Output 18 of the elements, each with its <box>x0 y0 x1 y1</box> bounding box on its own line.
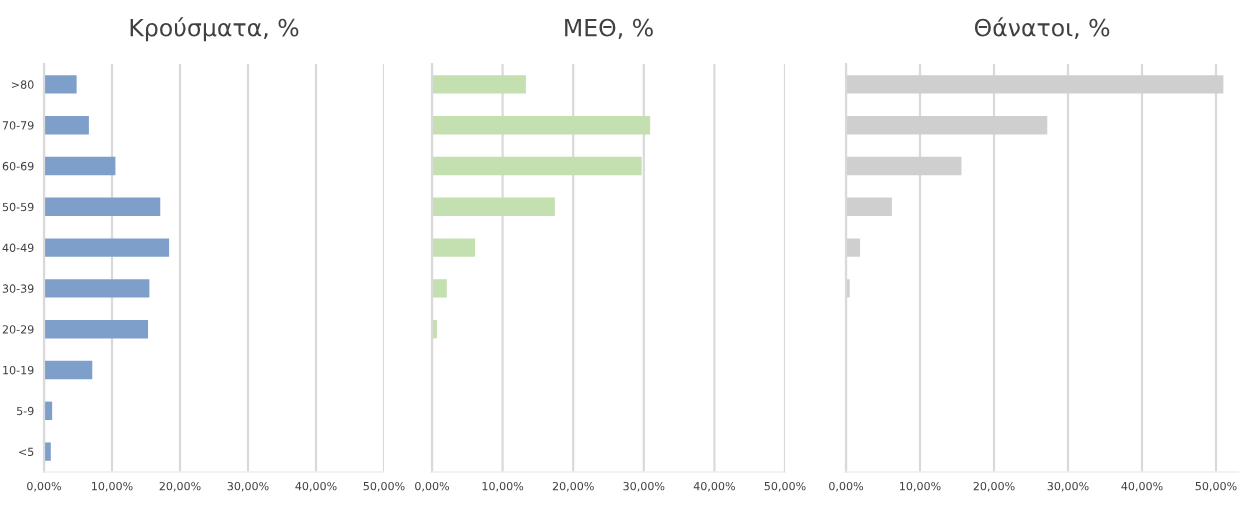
bar <box>44 197 161 216</box>
bar <box>432 116 651 135</box>
bar <box>432 75 526 94</box>
bar <box>44 156 116 176</box>
bar <box>44 279 150 298</box>
bar <box>432 238 476 257</box>
chart-title: Κρούσματα, % <box>130 17 299 42</box>
bar <box>432 197 555 216</box>
chart-title: Θάνατοι, % <box>974 17 1110 39</box>
bar <box>44 238 170 257</box>
bar <box>44 360 93 380</box>
bar <box>44 320 149 339</box>
chart-title: ΜΕΘ, % <box>565 18 653 39</box>
bar <box>44 442 51 461</box>
bar <box>432 279 447 298</box>
bar <box>44 75 77 94</box>
bar <box>44 116 89 135</box>
bar <box>432 156 642 176</box>
